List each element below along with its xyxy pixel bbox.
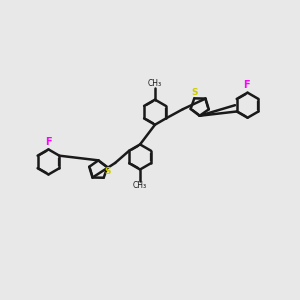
Text: CH₃: CH₃ [148,79,162,88]
Text: F: F [45,137,52,147]
Text: F: F [243,80,250,90]
Text: CH₃: CH₃ [133,182,147,190]
Text: S: S [191,88,197,97]
Text: S: S [104,167,111,176]
